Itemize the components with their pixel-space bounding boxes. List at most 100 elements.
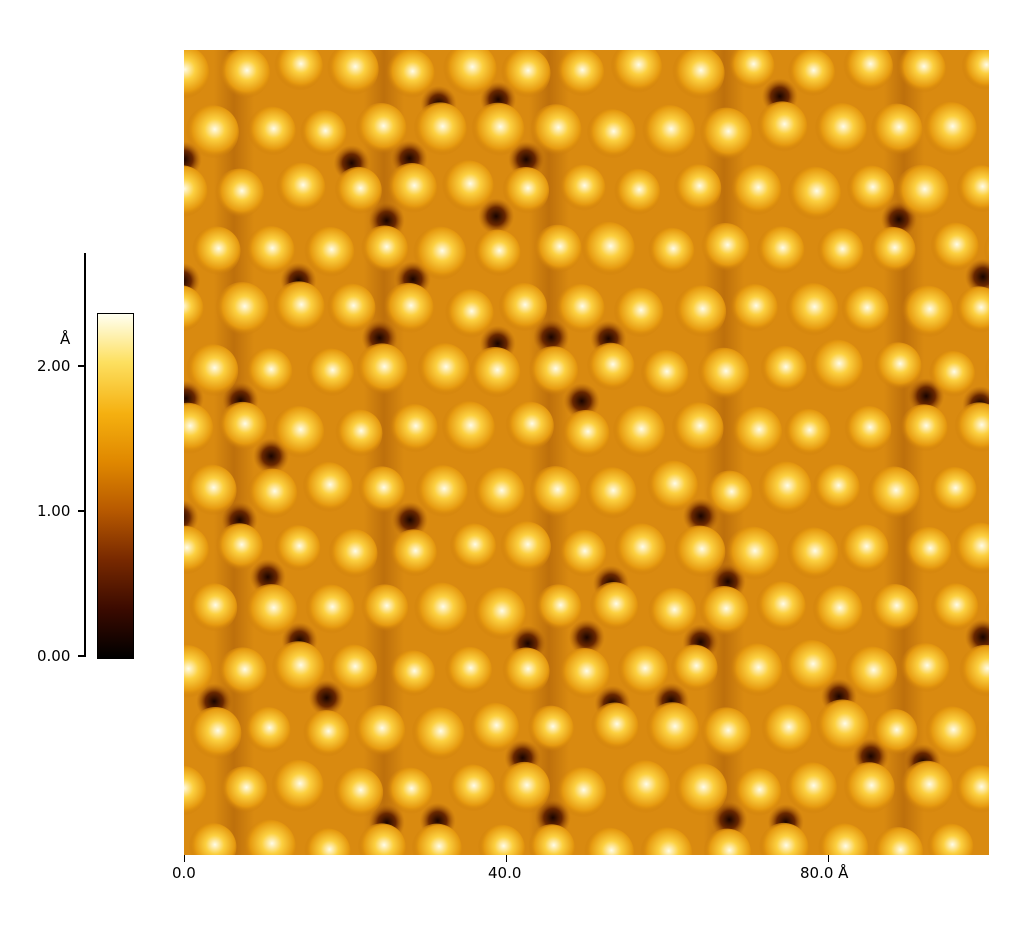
lattice-atom xyxy=(184,644,213,698)
lattice-atom xyxy=(334,166,382,215)
lattice-atom xyxy=(867,466,920,519)
lattice-atom xyxy=(247,468,298,519)
lattice-atom xyxy=(555,283,605,334)
lattice-atom xyxy=(243,819,296,855)
lattice-atom xyxy=(930,583,979,631)
lattice-atom xyxy=(189,707,242,760)
lattice-atom xyxy=(561,410,610,458)
lattice-atom xyxy=(385,767,433,815)
x-label-0: 0.0 xyxy=(172,864,196,882)
lattice-atom xyxy=(897,50,946,94)
lattice-atom xyxy=(810,339,864,393)
lattice-atom xyxy=(333,767,384,818)
lattice-atom xyxy=(272,281,325,333)
lattice-vacancy xyxy=(682,498,719,535)
lattice-atom xyxy=(530,104,582,156)
lattice-atom xyxy=(671,50,725,100)
lattice-atom xyxy=(758,461,812,515)
lattice-atom xyxy=(589,582,639,631)
lattice-atom xyxy=(728,50,775,90)
lattice-atom xyxy=(184,525,209,575)
lattice-atom xyxy=(383,282,434,334)
lattice-atom xyxy=(954,402,989,453)
lattice-atom xyxy=(785,282,839,336)
lattice-atom xyxy=(843,50,893,92)
lattice-vacancy xyxy=(711,801,748,838)
lattice-atom xyxy=(185,344,239,397)
lattice-atom xyxy=(697,347,750,400)
lattice-atom xyxy=(900,760,953,813)
lattice-atom xyxy=(673,164,722,213)
lattice-atom xyxy=(700,223,750,272)
lattice-vacancy xyxy=(508,141,545,178)
lattice-atom xyxy=(188,583,238,632)
lattice-atom xyxy=(641,104,696,159)
lattice-atom xyxy=(586,109,636,159)
lattice-atom xyxy=(901,285,954,338)
colorbar-gradient xyxy=(97,313,134,659)
lattice-atom xyxy=(220,766,268,814)
lattice-atom xyxy=(617,760,671,814)
lattice-atom xyxy=(929,466,977,514)
lattice-atom xyxy=(614,523,667,576)
lattice-atom xyxy=(245,584,298,637)
lattice-atom xyxy=(412,226,467,281)
lattice-atom xyxy=(413,582,468,637)
lattice-atom xyxy=(473,467,525,519)
lattice-vacancy xyxy=(533,319,570,356)
lattice-atom xyxy=(328,528,378,579)
colorbar-tick-1 xyxy=(78,510,86,512)
lattice-atom xyxy=(275,162,326,213)
lattice-atom xyxy=(839,524,889,574)
lattice-atom xyxy=(584,467,637,519)
lattice-atom xyxy=(844,405,892,454)
lattice-atom xyxy=(756,101,808,152)
lattice-atom xyxy=(271,405,325,459)
lattice-atom xyxy=(985,720,989,746)
lattice-atom xyxy=(904,526,952,575)
lattice-atom xyxy=(873,827,924,855)
lattice-atom xyxy=(498,761,551,814)
lattice-atom xyxy=(527,705,574,752)
colorbar-label-1: 1.00 xyxy=(37,502,71,520)
lattice-atom xyxy=(645,702,699,756)
lattice-atom xyxy=(900,404,948,452)
lattice-atom xyxy=(444,289,494,338)
stm-scan-image xyxy=(184,50,989,855)
lattice-atom xyxy=(787,166,841,221)
lattice-vacancy xyxy=(568,619,605,656)
lattice-atom xyxy=(411,707,465,761)
x-tick-40 xyxy=(506,855,507,862)
lattice-atom xyxy=(733,768,782,816)
lattice-atom xyxy=(590,702,639,751)
lattice-atom xyxy=(617,645,669,697)
lattice-atom xyxy=(874,342,922,390)
lattice-atom xyxy=(302,462,353,513)
lattice-atom xyxy=(703,828,752,855)
lattice-atom xyxy=(215,523,264,571)
lattice-atom xyxy=(184,765,207,816)
lattice-atom xyxy=(442,50,497,97)
lattice-atom xyxy=(357,823,406,855)
lattice-atom xyxy=(640,349,689,398)
lattice-atom xyxy=(471,102,525,156)
lattice-atom xyxy=(956,165,989,213)
lattice-atom xyxy=(555,50,605,97)
lattice-atom xyxy=(817,823,869,855)
lattice-atom xyxy=(756,226,805,275)
lattice-atom xyxy=(988,120,989,134)
lattice-atom xyxy=(360,225,408,273)
lattice-atom xyxy=(413,102,467,156)
lattice-atom xyxy=(844,646,898,699)
lattice-atom xyxy=(535,584,582,631)
lattice-atom xyxy=(417,343,470,396)
lattice-atom xyxy=(558,529,607,578)
lattice-atom xyxy=(326,50,379,96)
lattice-atom xyxy=(299,109,347,157)
lattice-atom xyxy=(528,346,579,396)
lattice-atom xyxy=(533,224,582,273)
lattice-vacancy xyxy=(308,679,345,716)
colorbar-label-2: 2.00 xyxy=(37,357,71,375)
lattice-atom xyxy=(814,103,867,156)
lattice-atom xyxy=(185,105,239,159)
